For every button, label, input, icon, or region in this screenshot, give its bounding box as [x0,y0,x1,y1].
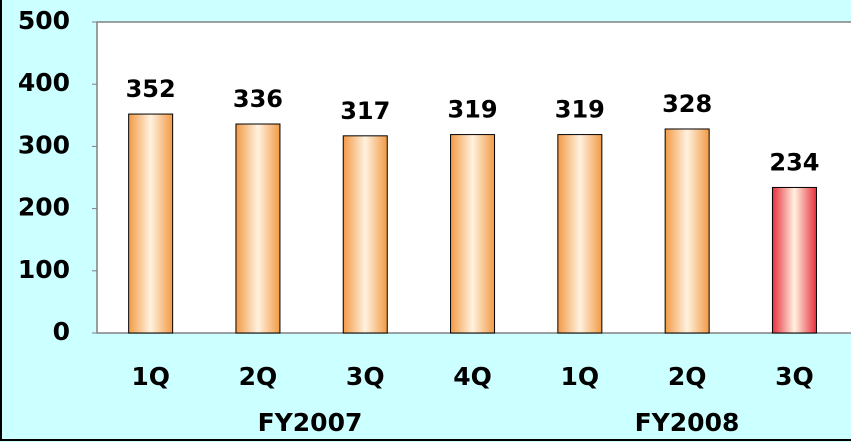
data-label: 319 [555,96,605,124]
y-tick-label: 300 [18,130,70,159]
bar [557,134,603,334]
group-label: FY2008 [635,408,740,437]
x-tick-label: 2Q [239,362,278,391]
y-tick-label: 200 [18,193,70,222]
bar [342,135,388,334]
x-tick-label: 1Q [561,362,600,391]
y-tick-label: 500 [18,6,70,35]
x-tick-label: 3Q [775,362,814,391]
data-label: 336 [233,85,283,113]
x-tick-label: 1Q [131,362,170,391]
bar [450,134,496,334]
y-tick-label: 0 [53,317,70,346]
bar [235,123,281,334]
data-label: 328 [662,90,712,118]
y-tick-label: 400 [18,68,70,97]
x-tick-label: 2Q [668,362,707,391]
data-label: 319 [447,96,497,124]
bar [128,113,174,334]
data-label: 352 [126,75,176,103]
bar [771,186,817,334]
data-label: 234 [769,148,819,176]
y-tick-label: 100 [18,255,70,284]
bar [664,128,710,334]
x-tick-label: 4Q [453,362,492,391]
group-label: FY2007 [258,408,363,437]
data-label: 317 [340,97,390,125]
x-tick-label: 3Q [346,362,385,391]
